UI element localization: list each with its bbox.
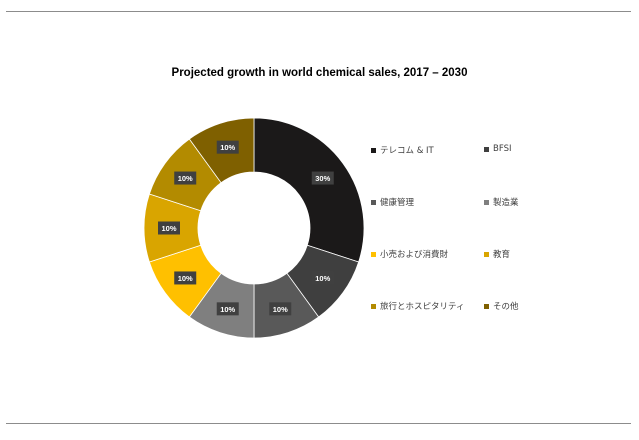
legend-label: テレコム & IT	[380, 146, 434, 156]
data-label-text: 10%	[161, 224, 176, 233]
data-label-travel: 10%	[174, 171, 197, 185]
legend-label: 旅行とホスピタリティ	[380, 302, 465, 312]
legend-item-healthcare: 健康管理	[371, 196, 414, 208]
legend-label: BFSI	[493, 144, 512, 154]
data-label-text: 10%	[220, 143, 235, 152]
data-label-text: 30%	[315, 174, 330, 183]
data-label-bfsi: 10%	[311, 271, 334, 285]
legend-item-other: その他	[484, 300, 519, 312]
legend-swatch	[484, 146, 489, 152]
slice-telecom-it	[253, 117, 365, 263]
chart-title: Projected growth in world chemical sales…	[171, 67, 468, 79]
legend-item-education: 教育	[484, 248, 510, 260]
legend-swatch	[371, 303, 376, 309]
data-label-other: 10%	[216, 140, 239, 154]
data-label-box	[216, 302, 239, 316]
data-label-box	[174, 171, 197, 185]
data-label-box	[311, 171, 334, 185]
legend-item-bfsi: BFSI	[484, 144, 511, 154]
data-label-box	[174, 271, 197, 285]
data-label-text: 10%	[178, 174, 193, 183]
data-label-box	[158, 221, 180, 235]
data-label-box	[216, 140, 239, 154]
legend-swatch	[371, 147, 376, 153]
legend-item-travel: 旅行とホスピタリティ	[371, 300, 465, 312]
legend-item-retail: 小売および消費財	[371, 248, 448, 260]
data-label-text: 10%	[220, 305, 235, 314]
data-label-manufacturing: 10%	[216, 302, 239, 316]
legend-swatch	[484, 251, 489, 257]
legend-label: 教育	[493, 250, 511, 260]
data-label-healthcare: 10%	[269, 302, 292, 316]
data-label-retail: 10%	[174, 271, 197, 285]
top-divider	[6, 11, 631, 12]
legend-label: 健康管理	[380, 198, 415, 208]
legend-label: 製造業	[493, 198, 519, 208]
legend-label: その他	[493, 302, 519, 312]
legend-swatch	[371, 251, 376, 257]
data-label-text: 10%	[273, 305, 288, 314]
bottom-divider	[6, 423, 631, 424]
data-label-text: 10%	[178, 274, 193, 283]
legend-item-telecom-it: テレコム & IT	[371, 144, 434, 156]
legend-swatch	[484, 199, 489, 205]
legend-swatch	[484, 303, 489, 309]
data-label-box	[269, 302, 292, 316]
data-label-text: 10%	[315, 274, 330, 283]
data-label-education: 10%	[158, 221, 180, 235]
legend-item-manufacturing: 製造業	[484, 196, 519, 208]
legend-swatch	[371, 199, 376, 205]
data-label-telecom-it: 30%	[311, 171, 334, 185]
legend-label: 小売および消費財	[380, 250, 449, 260]
data-label-box	[311, 271, 334, 285]
